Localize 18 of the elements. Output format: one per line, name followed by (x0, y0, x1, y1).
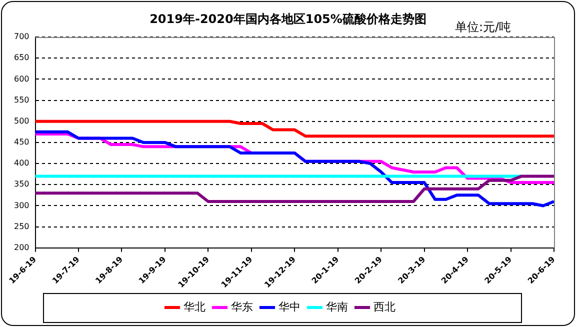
chart-title: 2019年-2020年国内各地区105%硫酸价格走势图 (150, 12, 426, 26)
y-tick-label: 200 (14, 242, 30, 252)
legend-label: 华中 (278, 300, 300, 314)
y-tick-label: 650 (14, 53, 30, 62)
y-tick-label: 700 (14, 32, 30, 42)
y-tick-label: 300 (14, 200, 30, 210)
legend-label: 华北 (183, 300, 206, 314)
legend-label: 华南 (326, 300, 348, 314)
text: 单位:元/吨 (455, 19, 512, 36)
y-tick-label: 400 (14, 158, 30, 168)
y-tick-label: 600 (14, 74, 30, 84)
y-tick-label: 550 (14, 95, 30, 104)
legend-label: 西北 (373, 300, 396, 314)
y-tick-label: 450 (14, 138, 30, 147)
y-tick-label: 500 (14, 116, 30, 126)
y-tick-label: 250 (14, 222, 30, 231)
y-tick-label: 350 (14, 180, 30, 189)
legend-label: 华东 (230, 300, 253, 314)
